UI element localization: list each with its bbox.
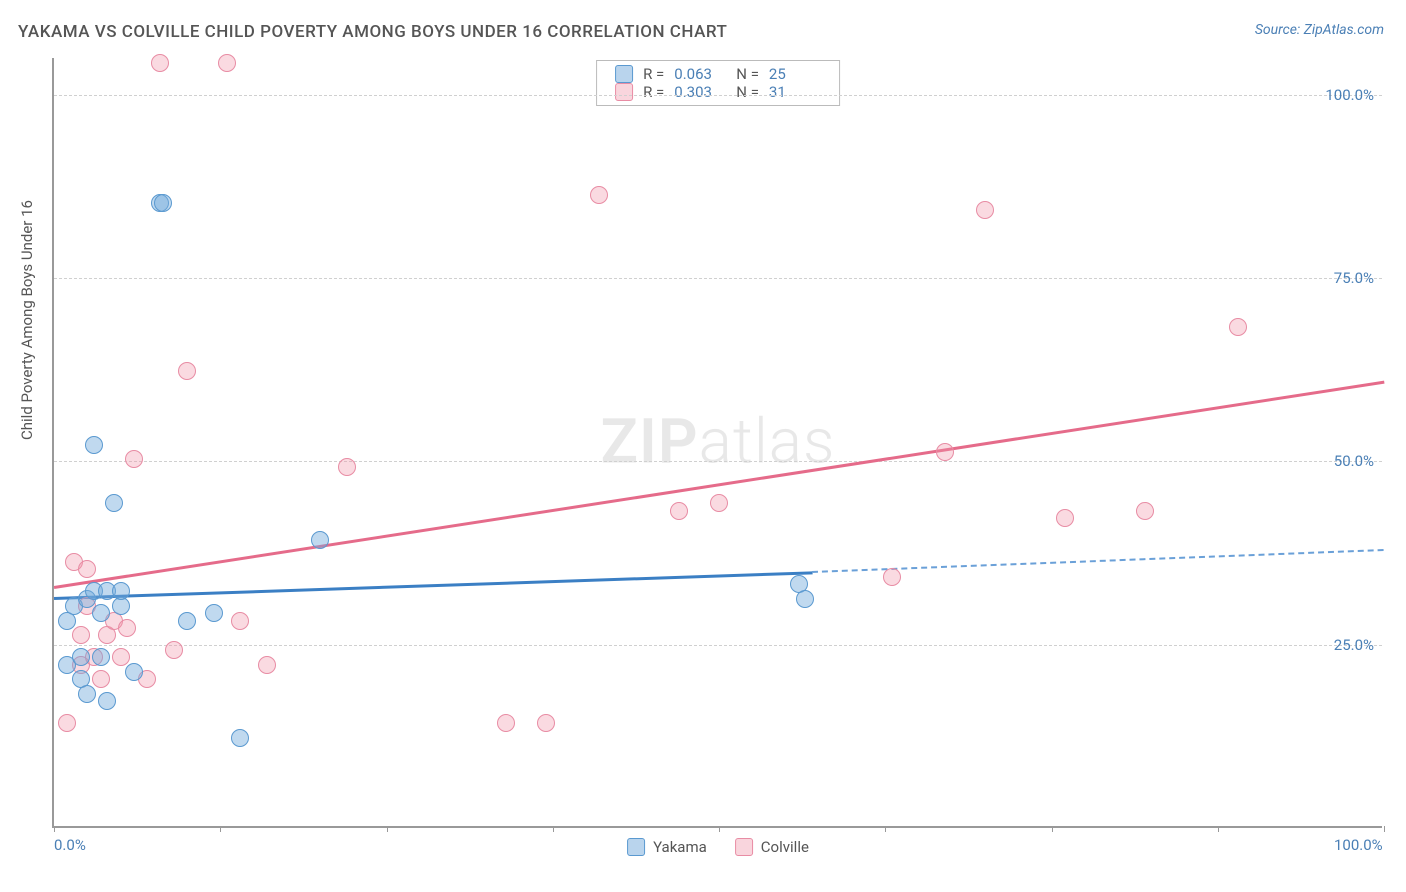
data-point-colville: [976, 201, 994, 219]
data-point-colville: [58, 714, 76, 732]
data-point-colville: [936, 443, 954, 461]
data-point-yakama: [205, 604, 223, 622]
legend-bottom: Yakama Colville: [627, 838, 809, 856]
n-value: 25: [769, 65, 821, 83]
data-point-yakama: [112, 582, 130, 600]
y-tick-label: 50.0%: [1334, 452, 1374, 470]
x-tick: [220, 826, 221, 832]
x-tick: [1052, 826, 1053, 832]
x-tick: [1384, 826, 1385, 832]
data-point-colville: [537, 714, 555, 732]
grid-line-h: [54, 278, 1382, 279]
y-tick-label: 75.0%: [1334, 269, 1374, 287]
n-label: N =: [736, 83, 759, 101]
data-point-colville: [178, 362, 196, 380]
x-tick: [387, 826, 388, 832]
x-tick-label: 100.0%: [1334, 836, 1383, 854]
data-point-yakama: [85, 436, 103, 454]
legend-item-yakama[interactable]: Yakama: [627, 838, 707, 856]
source-prefix: Source:: [1255, 22, 1304, 38]
data-point-colville: [125, 450, 143, 468]
r-label: R =: [643, 83, 664, 101]
data-point-colville: [118, 619, 136, 637]
y-tick-label: 100.0%: [1325, 86, 1374, 104]
legend-label: Yakama: [653, 838, 707, 856]
plot-area: ZIPatlas R = 0.063 N = 25 R = 0.303 N = …: [52, 58, 1382, 828]
data-point-colville: [497, 714, 515, 732]
legend-label: Colville: [761, 838, 809, 856]
trend-line: [54, 571, 812, 599]
n-label: N =: [736, 65, 759, 83]
data-point-yakama: [105, 494, 123, 512]
data-point-colville: [72, 626, 90, 644]
data-point-yakama: [154, 194, 172, 212]
data-point-yakama: [72, 648, 90, 666]
x-tick-label: 0.0%: [54, 836, 86, 854]
data-point-colville: [165, 641, 183, 659]
source-link[interactable]: Source: ZipAtlas.com: [1255, 22, 1384, 38]
watermark-bold: ZIP: [601, 406, 699, 479]
grid-line-h: [54, 645, 1382, 646]
stats-row-colville: R = 0.303 N = 31: [615, 83, 821, 101]
swatch-blue-icon: [627, 838, 645, 856]
data-point-colville: [92, 670, 110, 688]
swatch-blue-icon: [615, 65, 633, 83]
data-point-colville: [258, 656, 276, 674]
data-point-yakama: [98, 692, 116, 710]
data-point-colville: [338, 458, 356, 476]
legend-item-colville[interactable]: Colville: [735, 838, 809, 856]
x-tick: [1218, 826, 1219, 832]
y-tick-label: 25.0%: [1334, 636, 1374, 654]
data-point-colville: [1056, 509, 1074, 527]
swatch-pink-icon: [735, 838, 753, 856]
data-point-colville: [883, 568, 901, 586]
data-point-yakama: [92, 648, 110, 666]
r-value: 0.063: [674, 65, 726, 83]
chart-container: YAKAMA VS COLVILLE CHILD POVERTY AMONG B…: [0, 0, 1406, 892]
source-name: ZipAtlas.com: [1304, 22, 1384, 38]
n-value: 31: [769, 83, 821, 101]
r-label: R =: [643, 65, 664, 83]
watermark: ZIPatlas: [601, 406, 836, 479]
data-point-colville: [1229, 318, 1247, 336]
y-axis-label: Child Poverty Among Boys Under 16: [18, 200, 36, 440]
grid-line-h: [54, 461, 1382, 462]
data-point-colville: [112, 648, 130, 666]
data-point-yakama: [178, 612, 196, 630]
x-tick: [719, 826, 720, 832]
stats-row-yakama: R = 0.063 N = 25: [615, 65, 821, 83]
stats-box: R = 0.063 N = 25 R = 0.303 N = 31: [596, 60, 840, 106]
data-point-yakama: [231, 729, 249, 747]
data-point-colville: [590, 186, 608, 204]
grid-line-h: [54, 95, 1382, 96]
x-tick: [885, 826, 886, 832]
data-point-yakama: [311, 531, 329, 549]
data-point-yakama: [796, 590, 814, 608]
data-point-yakama: [78, 685, 96, 703]
x-tick: [553, 826, 554, 832]
chart-title: YAKAMA VS COLVILLE CHILD POVERTY AMONG B…: [18, 22, 727, 42]
data-point-yakama: [125, 663, 143, 681]
data-point-colville: [1136, 502, 1154, 520]
data-point-colville: [78, 560, 96, 578]
data-point-colville: [231, 612, 249, 630]
data-point-yakama: [92, 604, 110, 622]
data-point-colville: [151, 54, 169, 72]
data-point-colville: [710, 494, 728, 512]
x-tick: [54, 826, 55, 832]
data-point-colville: [670, 502, 688, 520]
swatch-pink-icon: [615, 83, 633, 101]
r-value: 0.303: [674, 83, 726, 101]
data-point-colville: [218, 54, 236, 72]
